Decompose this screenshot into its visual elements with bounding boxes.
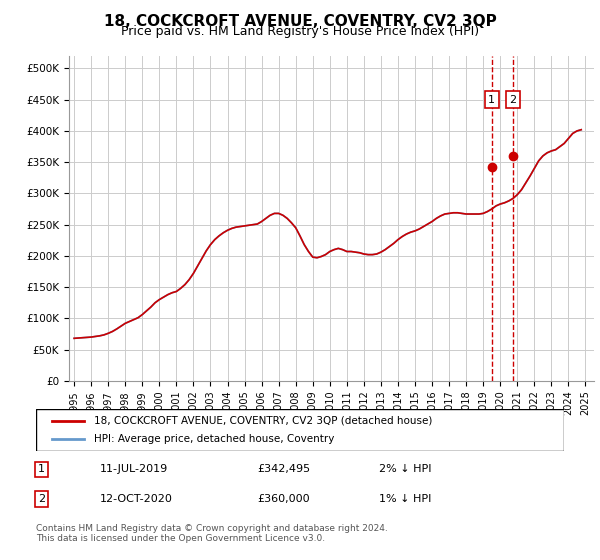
Text: 2: 2	[38, 494, 45, 504]
Text: 18, COCKCROFT AVENUE, COVENTRY, CV2 3QP (detached house): 18, COCKCROFT AVENUE, COVENTRY, CV2 3QP …	[94, 416, 433, 426]
Text: £342,495: £342,495	[258, 464, 311, 474]
Text: 11-JUL-2019: 11-JUL-2019	[100, 464, 167, 474]
Text: 2: 2	[509, 95, 517, 105]
Text: 1: 1	[488, 95, 495, 105]
Text: 1: 1	[38, 464, 45, 474]
Text: HPI: Average price, detached house, Coventry: HPI: Average price, detached house, Cove…	[94, 434, 334, 444]
FancyBboxPatch shape	[36, 409, 564, 451]
Text: 18, COCKCROFT AVENUE, COVENTRY, CV2 3QP: 18, COCKCROFT AVENUE, COVENTRY, CV2 3QP	[104, 14, 496, 29]
Text: 2% ↓ HPI: 2% ↓ HPI	[379, 464, 432, 474]
Text: Contains HM Land Registry data © Crown copyright and database right 2024.
This d: Contains HM Land Registry data © Crown c…	[36, 524, 388, 543]
Text: 1% ↓ HPI: 1% ↓ HPI	[379, 494, 431, 504]
Text: Price paid vs. HM Land Registry's House Price Index (HPI): Price paid vs. HM Land Registry's House …	[121, 25, 479, 38]
Text: £360,000: £360,000	[258, 494, 310, 504]
Text: 12-OCT-2020: 12-OCT-2020	[100, 494, 172, 504]
